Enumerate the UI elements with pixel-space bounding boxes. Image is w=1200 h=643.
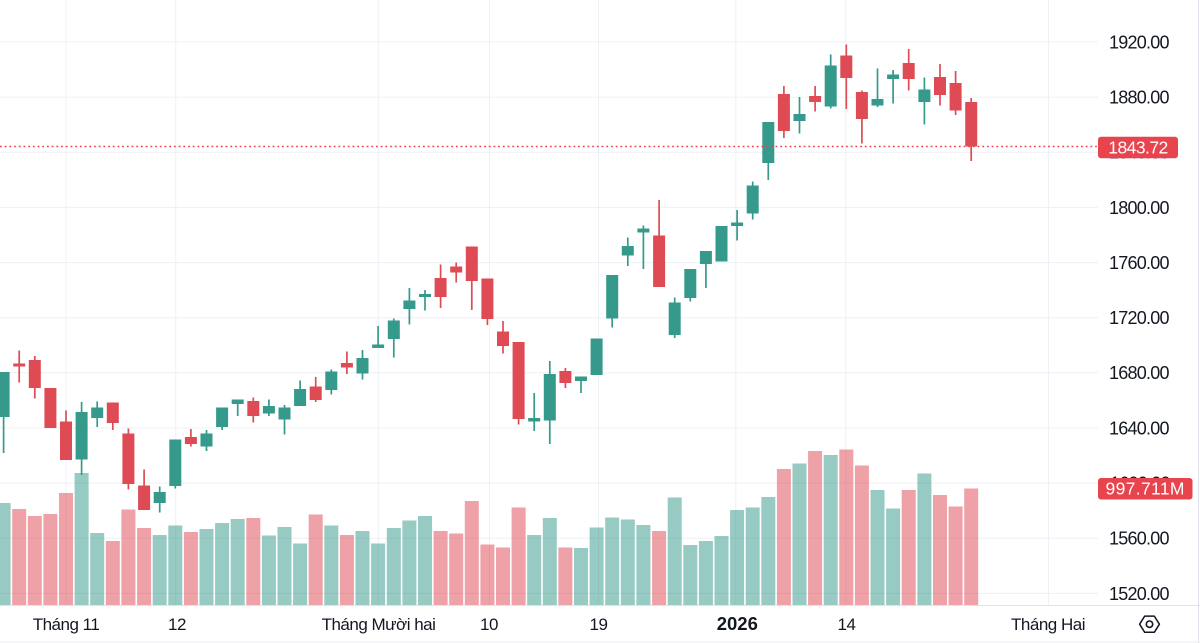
svg-text:1680.00: 1680.00 (1109, 363, 1170, 383)
svg-text:10: 10 (480, 615, 498, 634)
svg-text:1640.00: 1640.00 (1109, 418, 1170, 438)
svg-text:1843.72: 1843.72 (1108, 137, 1167, 157)
svg-text:1520.00: 1520.00 (1109, 584, 1170, 604)
svg-text:Tháng Hai: Tháng Hai (1011, 615, 1085, 634)
svg-text:1880.00: 1880.00 (1109, 88, 1170, 108)
svg-text:Tháng Mười hai: Tháng Mười hai (322, 615, 436, 634)
svg-text:1920.00: 1920.00 (1109, 32, 1170, 52)
svg-text:1560.00: 1560.00 (1109, 529, 1170, 549)
svg-text:19: 19 (590, 615, 608, 634)
svg-text:1760.00: 1760.00 (1109, 253, 1170, 273)
svg-text:14: 14 (838, 615, 856, 634)
svg-text:1800.00: 1800.00 (1109, 198, 1170, 218)
svg-text:Tháng 11: Tháng 11 (33, 615, 100, 634)
svg-text:12: 12 (168, 615, 186, 634)
svg-text:1720.00: 1720.00 (1109, 308, 1170, 328)
svg-text:2026: 2026 (717, 613, 758, 634)
svg-text:997.711M: 997.711M (1106, 479, 1185, 499)
